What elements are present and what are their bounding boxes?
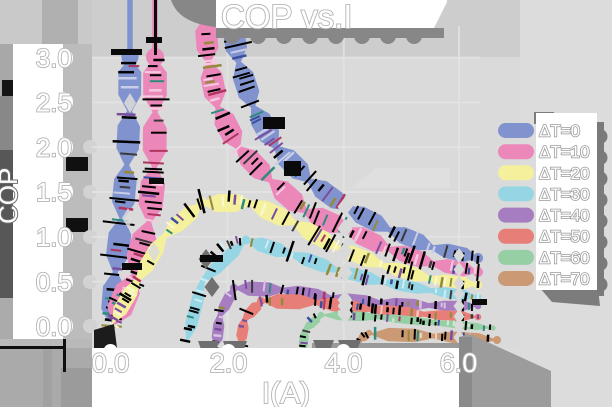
svg-text:1.0: 1.0 [36, 222, 72, 252]
svg-text:ΔT=50: ΔT=50 [539, 227, 590, 246]
svg-text:6.0: 6.0 [440, 348, 478, 378]
svg-text:ΔT=0: ΔT=0 [539, 122, 580, 141]
svg-text:ΔT=20: ΔT=20 [539, 164, 590, 183]
svg-text:2.0: 2.0 [210, 348, 248, 378]
svg-text:I(A): I(A) [262, 377, 310, 407]
svg-text:ΔT=10: ΔT=10 [539, 143, 590, 162]
svg-text:2.0: 2.0 [36, 132, 72, 162]
svg-text:ΔT=70: ΔT=70 [539, 270, 590, 289]
svg-text:1.5: 1.5 [36, 177, 72, 207]
svg-text:4.0: 4.0 [325, 348, 363, 378]
svg-text:0.0: 0.0 [36, 312, 72, 342]
svg-text:0.0: 0.0 [92, 348, 130, 378]
svg-text:ΔT=30: ΔT=30 [539, 185, 590, 204]
svg-text:COP: COP [0, 168, 23, 224]
svg-text:COP vs.I: COP vs.I [221, 0, 352, 35]
svg-text:ΔT=60: ΔT=60 [539, 248, 590, 267]
svg-text:3.0: 3.0 [36, 43, 72, 73]
svg-text:ΔT=40: ΔT=40 [539, 206, 590, 225]
svg-text:0.5: 0.5 [36, 267, 72, 297]
svg-text:2.5: 2.5 [36, 88, 72, 118]
